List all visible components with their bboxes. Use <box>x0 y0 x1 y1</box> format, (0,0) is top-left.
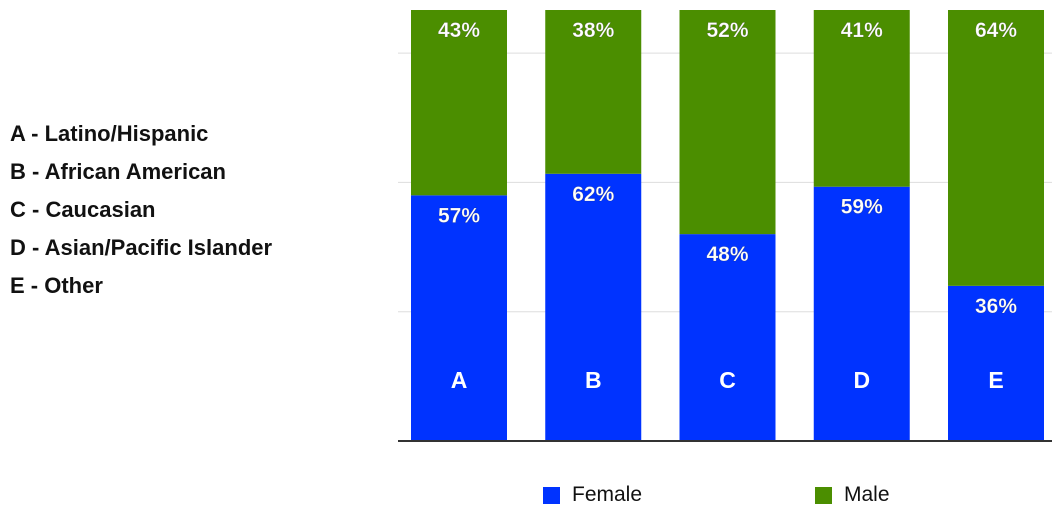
category-label: D <box>853 367 870 393</box>
bar-male-b <box>545 10 642 174</box>
category-label: B <box>585 367 602 393</box>
category-key-item: B - African American <box>10 159 226 184</box>
legend-female: Female <box>543 483 642 507</box>
bar-male-d <box>813 10 910 187</box>
bar-male-c <box>679 10 776 235</box>
data-label-male: 64% <box>975 19 1017 42</box>
data-label-male: 52% <box>706 19 748 42</box>
category-key: A - Latino/Hispanic B - African American C… <box>10 115 272 305</box>
category-key-item: D - Asian/Pacific Islander <box>10 235 273 260</box>
data-label-male: 41% <box>841 19 883 42</box>
legend-female-swatch <box>543 486 560 504</box>
bar-female-d <box>813 186 910 441</box>
bar-male-e <box>948 10 1044 286</box>
category-key-item: E - Other <box>10 273 103 298</box>
data-label-female: 62% <box>572 183 614 206</box>
data-label-female: 57% <box>438 204 480 227</box>
legend-female-label: Female <box>572 483 643 506</box>
data-label-female: 59% <box>841 196 883 219</box>
legend-male: Male <box>815 483 890 507</box>
category-label: E <box>988 367 1003 393</box>
bar-female-e <box>948 285 1044 441</box>
bar-male-a <box>411 10 507 196</box>
category-label: C <box>719 367 736 393</box>
data-label-male: 38% <box>572 19 614 42</box>
bar-female-c <box>679 234 776 441</box>
category-key-item: C - Caucasian <box>10 197 156 222</box>
bar-female-b <box>545 173 642 441</box>
data-label-female: 48% <box>706 243 748 266</box>
legend-male-label: Male <box>844 483 890 506</box>
bar-female-a <box>411 195 507 441</box>
data-label-female: 36% <box>975 295 1017 318</box>
category-key-item: A - Latino/Hispanic <box>10 121 209 146</box>
category-label: A <box>451 367 468 393</box>
data-label-male: 43% <box>438 19 480 42</box>
legend-male-swatch <box>815 486 832 504</box>
